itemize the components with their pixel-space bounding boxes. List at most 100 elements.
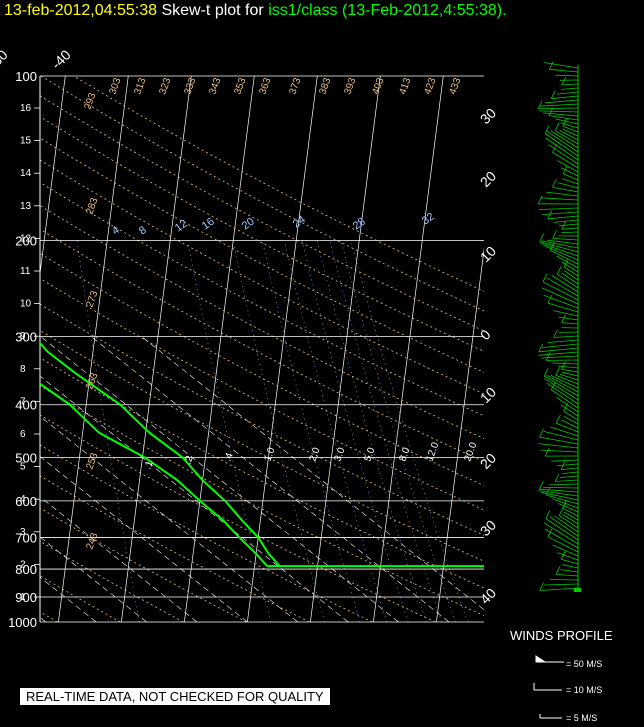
height-tick-label: 6 — [20, 429, 26, 440]
mixing-ratio-label: 12 — [173, 218, 190, 235]
height-tick-label: 16 — [20, 103, 32, 114]
dry-adiabat-label: 383 — [317, 76, 333, 96]
wind-barb — [547, 215, 579, 220]
wind-barb-flag — [555, 566, 561, 575]
wind-barb — [546, 382, 579, 405]
wind-barb — [555, 479, 579, 482]
wind-barb — [559, 374, 579, 381]
dry-adiabat-label: 373 — [287, 76, 303, 96]
wind-barb — [552, 544, 579, 557]
wind-barb — [562, 564, 579, 569]
height-tick-label: 15 — [20, 136, 32, 147]
wind-barb — [562, 507, 579, 517]
wind-barb — [562, 514, 579, 525]
temperature-tick-label: 20 — [477, 168, 499, 190]
wind-barb — [561, 167, 579, 177]
wind-barb — [557, 552, 579, 561]
wind-barb-flag — [544, 447, 550, 457]
wind-barb — [539, 488, 579, 493]
dry-adiabat-label: 303 — [107, 76, 123, 96]
wind-barb — [560, 467, 579, 470]
wind-barb — [555, 74, 579, 77]
wind-barb — [544, 528, 579, 549]
title-timestamp: 13-feb-2012,04:55:38 — [4, 2, 158, 19]
wind-barb — [538, 347, 579, 353]
wind-barb — [542, 343, 579, 348]
moist-adiabat — [90, 336, 450, 622]
title-site: iss1/class (13-Feb-2012,4:55:38) — [268, 2, 503, 19]
wind-barb — [544, 245, 579, 261]
temperature-tick-label: 10 — [477, 243, 499, 265]
dry-adiabat-label: 313 — [132, 76, 148, 96]
wind-barb — [558, 515, 579, 529]
wind-barb-flag — [562, 165, 568, 174]
wind-barb-flag — [561, 361, 566, 370]
height-tick-label: 11 — [20, 266, 31, 277]
mixing-ratio-label: 8 — [137, 224, 149, 237]
wind-barb — [545, 99, 579, 104]
wind-barb — [538, 443, 579, 449]
moist-adiabat-label: 2.0 — [307, 446, 322, 463]
isotherm — [184, 76, 255, 622]
wind-barb — [549, 426, 579, 437]
pressure-tick-label: 500 — [15, 451, 37, 466]
dry-adiabat-label: 423 — [422, 76, 438, 96]
temperature-tick-label: 0 — [477, 326, 494, 343]
temperature-tick-label: 30 — [477, 105, 499, 127]
wind-barb — [560, 569, 579, 573]
wind-barb — [543, 294, 579, 309]
wind-barb — [550, 130, 579, 149]
height-tick-label: 5 — [20, 462, 26, 473]
wind-key-5-symbol — [539, 714, 562, 719]
wind-barb — [560, 87, 579, 90]
wind-barb — [552, 186, 579, 193]
wind-barb — [556, 422, 579, 433]
wind-barb — [543, 112, 579, 117]
mixing-ratio-line — [187, 240, 272, 622]
wind-barb — [546, 374, 579, 393]
chart-title: 13-feb-2012,04:55:38 Skew-t plot for iss… — [4, 2, 507, 20]
wind-barb — [558, 503, 579, 513]
dry-adiabat — [40, 385, 484, 616]
wind-key-10-symbol — [533, 683, 562, 691]
wind-barb — [539, 241, 579, 253]
wind-key-10-label: = 10 M/S — [566, 685, 603, 695]
dry-adiabat — [73, 76, 484, 292]
moist-adiabat-label: 1.0 — [262, 446, 277, 463]
mixing-ratio-line — [350, 240, 468, 622]
wind-barb — [549, 68, 579, 73]
wind-barb — [546, 130, 579, 153]
dry-adiabat-label: 253 — [84, 451, 100, 471]
mixing-ratio-label: 32 — [420, 211, 437, 228]
dry-adiabat — [40, 303, 484, 536]
wind-barb-flag — [561, 314, 566, 323]
wind-barb-flag — [560, 461, 566, 470]
temperature-profile — [40, 341, 281, 567]
pressure-tick-label: 400 — [15, 398, 37, 413]
wind-barb — [542, 211, 579, 215]
title-text: Skew-t plot for — [161, 2, 264, 19]
temperature-tick-label: 30 — [477, 517, 499, 539]
height-tick-label: 2 — [20, 559, 26, 570]
wind-barb — [563, 415, 579, 425]
wind-barb — [552, 152, 579, 169]
pressure-tick-label: 300 — [15, 330, 37, 345]
mixing-ratio-line — [329, 240, 442, 622]
dry-adiabat — [40, 159, 484, 395]
wind-key-5-label: = 5 M/S — [566, 713, 598, 723]
wind-barb-flag — [547, 528, 553, 537]
wind-barb — [562, 173, 579, 181]
moist-adiabat-label: .1 — [142, 459, 155, 471]
moist-adiabat — [40, 456, 248, 622]
wind-barb — [538, 490, 579, 497]
wind-barb — [559, 223, 579, 227]
isotherm — [436, 247, 484, 622]
wind-barb — [561, 83, 579, 86]
pressure-tick-label: 600 — [15, 494, 37, 509]
wind-barb — [555, 374, 579, 385]
wind-barb — [559, 475, 579, 478]
wind-barb — [561, 419, 579, 429]
wind-barb — [545, 518, 579, 541]
wind-barb — [561, 261, 579, 273]
